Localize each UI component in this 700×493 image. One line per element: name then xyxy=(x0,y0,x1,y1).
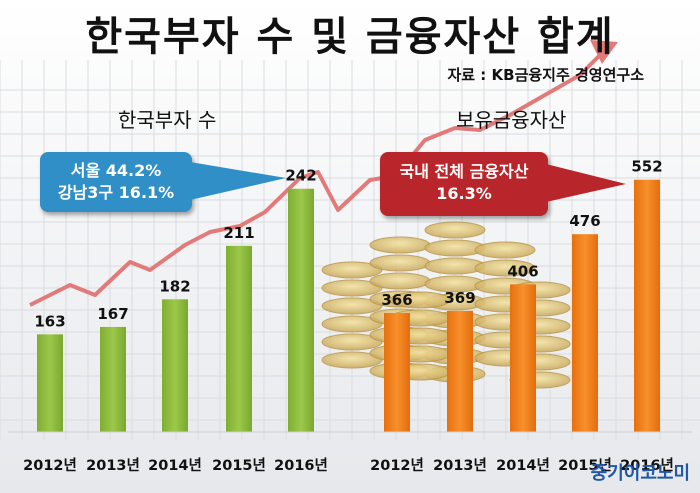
x-tick-label: 2014년 xyxy=(496,457,550,474)
x-tick-label: 2015년 xyxy=(558,457,612,474)
x-tick-label: 2014년 xyxy=(148,457,202,474)
orange-bar xyxy=(572,234,598,432)
x-tick-label: 2016년 xyxy=(620,457,674,474)
seoul-share-callout: 서울 44.2% 강남3구 16.1% xyxy=(40,152,192,212)
orange-bar xyxy=(447,310,473,432)
green-bar xyxy=(162,299,188,432)
callout-pointer xyxy=(190,162,286,200)
right-chart-subtitle: 보유금융자산 xyxy=(456,108,567,132)
data-label: 552 xyxy=(631,158,662,176)
page-title: 한국부자 수 및 금융자산 합계 xyxy=(85,14,615,60)
data-label: 406 xyxy=(507,262,538,280)
callout-line: 서울 44.2% xyxy=(70,161,162,180)
x-tick-label: 2016년 xyxy=(274,457,328,474)
data-label: 167 xyxy=(97,305,128,323)
orange-bar xyxy=(384,313,410,432)
x-tick-label: 2013년 xyxy=(433,457,487,474)
data-label: 366 xyxy=(381,291,412,309)
domestic-share-callout: 국내 전체 금융자산 16.3% xyxy=(380,152,548,216)
data-label: 182 xyxy=(159,277,190,295)
green-bar xyxy=(226,245,252,432)
data-label: 211 xyxy=(223,224,254,242)
publisher-logo: 중기이코노미 xyxy=(590,463,690,484)
green-bar xyxy=(100,326,126,432)
callout-line: 국내 전체 금융자산 xyxy=(399,162,529,181)
callout-line: 강남3구 16.1% xyxy=(57,183,175,202)
left-chart-subtitle: 한국부자 수 xyxy=(118,108,217,132)
orange-bar xyxy=(510,284,536,432)
trend-arrow xyxy=(29,53,602,307)
green-bar xyxy=(288,188,314,432)
orange-bar xyxy=(634,179,660,432)
data-label: 369 xyxy=(444,289,475,307)
callout-line: 16.3% xyxy=(436,184,492,203)
x-tick-label: 2012년 xyxy=(370,457,424,474)
x-tick-label: 2012년 xyxy=(23,457,77,474)
green-bar xyxy=(37,334,63,432)
data-label: 476 xyxy=(569,212,600,230)
data-label: 242 xyxy=(285,167,316,185)
source-note: 자료 : KB금융지주 경영연구소 xyxy=(447,66,644,84)
callout-pointer xyxy=(546,164,626,202)
data-label: 163 xyxy=(34,312,65,330)
trend-arrow-head xyxy=(590,40,618,64)
x-tick-label: 2013년 xyxy=(86,457,140,474)
x-tick-label: 2015년 xyxy=(212,457,266,474)
